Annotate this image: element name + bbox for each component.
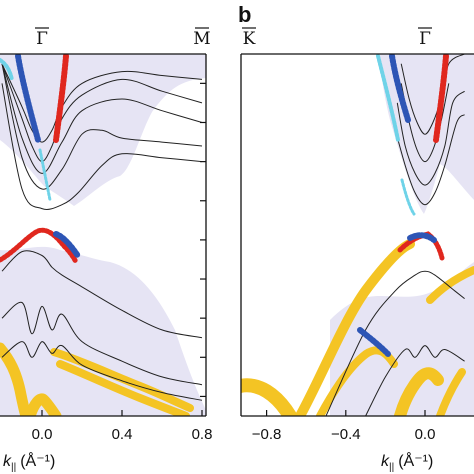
band-line <box>325 270 465 416</box>
surface-state-band <box>241 378 297 416</box>
band-line <box>1 63 203 190</box>
band-line <box>1 301 203 386</box>
symmetry-point-label: Γ <box>36 29 48 49</box>
band-line <box>365 345 465 416</box>
spin-band <box>389 54 411 123</box>
x-tick-label: 0.0 <box>415 426 436 443</box>
x-tick-label: 0.0 <box>32 426 53 443</box>
spin-band <box>53 231 81 259</box>
band-line <box>1 341 203 401</box>
spin-polarized-bands <box>357 54 449 357</box>
surface-state-band <box>24 393 62 416</box>
bulk-region-lower <box>0 246 206 416</box>
surface-state-band <box>295 239 415 416</box>
spin-band <box>0 58 14 82</box>
symmetry-point-label: Γ <box>419 29 431 49</box>
band-line <box>396 90 465 186</box>
surface-state-band <box>0 342 32 416</box>
panel-b-x-ticks: −0.8 −0.4 0.0 <box>252 410 436 443</box>
symmetry-point-label: M <box>193 29 210 49</box>
spin-band <box>38 148 52 202</box>
panel-b-x-axis-label: k|| (Å⁻¹) <box>381 451 433 473</box>
spin-polarized-bands <box>0 54 81 265</box>
band-line <box>1 83 203 210</box>
x-tick-label: −0.8 <box>252 426 282 443</box>
panel-b-letter: b <box>238 2 251 27</box>
spin-band <box>407 232 437 243</box>
x-tick-label: 0.8 <box>192 426 213 443</box>
panel-a-x-axis-label: k|| (Å⁻¹) <box>3 451 55 473</box>
band-line <box>1 63 203 174</box>
x-tick-label: −0.4 <box>331 426 361 443</box>
spin-band <box>15 54 41 143</box>
band-line <box>392 114 465 206</box>
surface-state-band <box>436 368 466 416</box>
symmetry-point-label: K <box>243 29 256 49</box>
spin-band <box>53 54 69 143</box>
surface-state-band <box>394 367 444 416</box>
band-line <box>1 250 203 339</box>
spin-band <box>357 327 391 357</box>
spin-band <box>433 54 449 143</box>
spin-band <box>0 227 79 265</box>
spin-band <box>400 178 416 216</box>
spin-band <box>376 54 400 142</box>
band-lines <box>1 63 203 401</box>
x-tick-label: 0.4 <box>112 426 133 443</box>
panel-a-x-ticks: 0.0 0.4 0.8 <box>32 410 213 443</box>
panel-a-y-ticks <box>200 82 206 398</box>
surface-state-band <box>56 360 190 416</box>
